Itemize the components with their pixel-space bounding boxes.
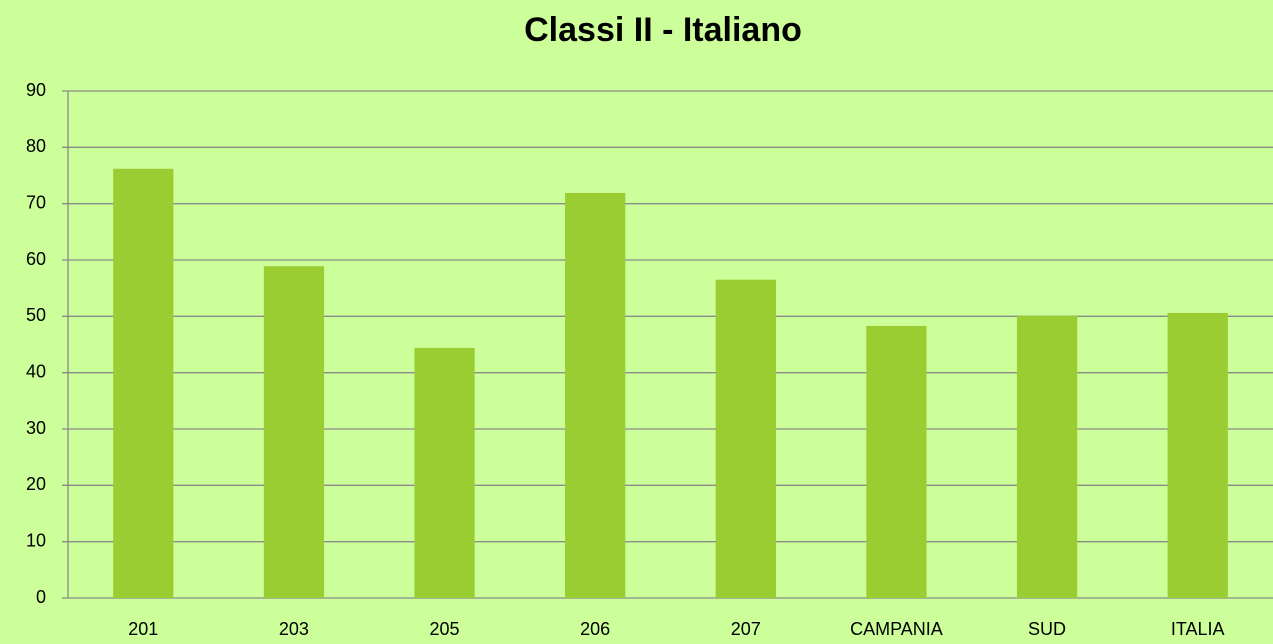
bar — [263, 266, 325, 598]
x-tick-label: 205 — [430, 619, 460, 639]
bar — [113, 168, 174, 599]
bar — [414, 347, 475, 598]
y-tick-label: 0 — [36, 587, 46, 607]
bar — [565, 192, 626, 599]
y-tick-label: 70 — [26, 192, 46, 212]
bar — [1016, 315, 1078, 598]
bar — [715, 279, 776, 598]
y-tick-label: 60 — [26, 249, 46, 269]
x-tick-label: 207 — [731, 619, 761, 639]
x-tick-label: 201 — [128, 619, 158, 639]
x-tick-label: CAMPANIA — [850, 619, 943, 639]
y-tick-label: 50 — [26, 305, 46, 325]
bar — [866, 325, 927, 598]
y-tick-label: 10 — [26, 530, 46, 550]
y-tick-label: 20 — [26, 474, 46, 494]
y-tick-label: 40 — [26, 361, 46, 381]
x-tick-label: ITALIA — [1171, 619, 1225, 639]
y-tick-label: 90 — [26, 80, 46, 100]
x-tick-label: SUD — [1028, 619, 1066, 639]
x-tick-label: 203 — [279, 619, 309, 639]
chart-title: Classi II - Italiano — [524, 11, 802, 49]
bar — [1167, 312, 1228, 598]
y-tick-label: 30 — [26, 418, 46, 438]
x-tick-label: 206 — [580, 619, 610, 639]
y-tick-label: 80 — [26, 136, 46, 156]
